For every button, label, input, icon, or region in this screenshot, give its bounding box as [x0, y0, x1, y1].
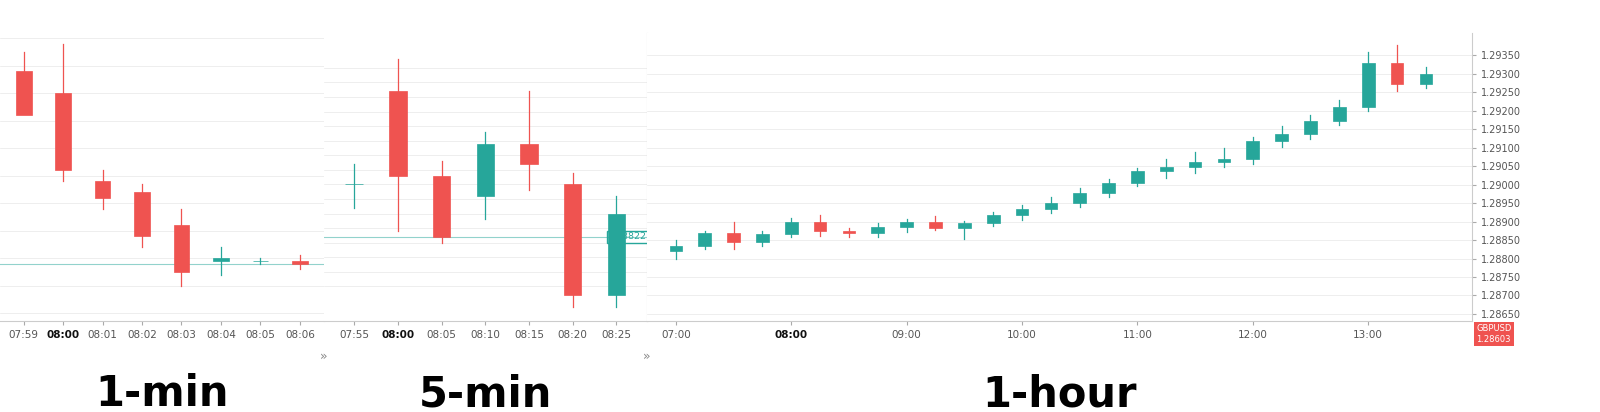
Bar — [1333, 107, 1346, 121]
Bar — [1160, 167, 1173, 171]
Bar — [814, 222, 827, 231]
Bar — [291, 261, 307, 264]
Bar — [1131, 171, 1144, 183]
Bar — [389, 91, 406, 176]
Bar — [698, 233, 710, 246]
Text: 1.28822: 1.28822 — [608, 232, 646, 241]
Text: GBPUSD
1.28603: GBPUSD 1.28603 — [1477, 324, 1512, 344]
Bar — [757, 234, 768, 242]
Bar — [872, 227, 885, 233]
Bar — [94, 181, 110, 198]
Bar — [173, 225, 189, 272]
Bar — [1189, 162, 1202, 167]
Bar — [1102, 183, 1115, 193]
Text: 1-min: 1-min — [94, 373, 229, 412]
Bar — [1246, 141, 1259, 159]
Bar — [669, 246, 682, 251]
Bar — [1275, 133, 1288, 141]
Bar — [1419, 75, 1432, 84]
Bar — [608, 213, 626, 295]
Bar — [728, 233, 739, 242]
Bar — [56, 94, 70, 170]
Bar — [16, 71, 32, 115]
Bar — [134, 192, 150, 236]
Text: 1-hour: 1-hour — [982, 373, 1136, 412]
Bar — [477, 144, 494, 196]
Bar — [786, 222, 798, 234]
Bar — [1045, 203, 1058, 208]
Bar — [563, 185, 581, 295]
Text: 5-min: 5-min — [419, 373, 552, 412]
Bar — [930, 222, 942, 228]
Bar — [1362, 63, 1374, 107]
Bar — [1390, 63, 1403, 84]
Bar — [958, 223, 971, 228]
Bar — [346, 184, 363, 185]
Bar — [1074, 193, 1086, 203]
Bar — [213, 258, 229, 261]
Text: »: » — [643, 349, 651, 363]
Bar — [1016, 208, 1029, 215]
Bar — [1304, 121, 1317, 133]
Bar — [434, 176, 450, 237]
Bar — [843, 231, 856, 233]
Bar — [520, 144, 538, 164]
Bar — [1218, 159, 1230, 162]
Bar — [901, 222, 914, 227]
Text: »: » — [320, 349, 328, 363]
Bar — [987, 215, 1000, 223]
